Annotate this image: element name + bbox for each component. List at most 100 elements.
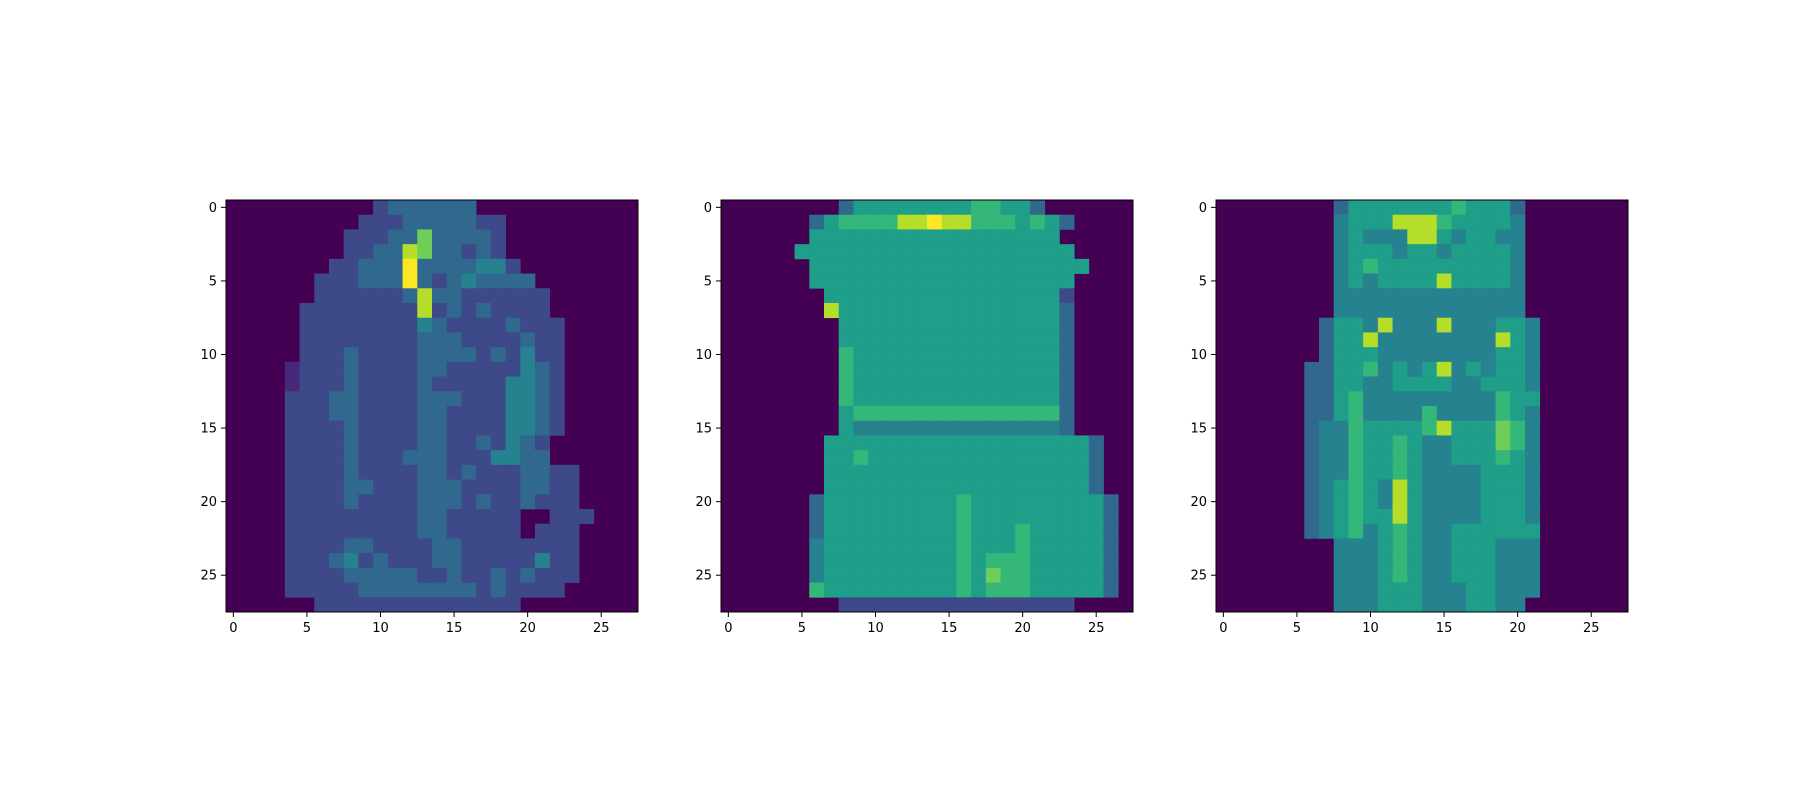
heatmap-cell xyxy=(1480,420,1496,436)
heatmap-cell xyxy=(1392,303,1408,319)
heatmap-cell xyxy=(1377,420,1393,436)
heatmap-cell xyxy=(432,258,448,274)
heatmap-cell xyxy=(1407,538,1423,554)
heatmap-cell xyxy=(971,406,987,422)
heatmap-cell xyxy=(1044,509,1060,525)
heatmap-cell xyxy=(897,303,913,319)
heatmap-cell xyxy=(927,523,943,539)
heatmap-cell xyxy=(476,538,492,554)
heatmap-cell xyxy=(373,435,389,451)
heatmap-cell xyxy=(535,303,551,319)
heatmap-cell xyxy=(343,450,359,466)
heatmap-cell xyxy=(927,361,943,377)
heatmap-cell xyxy=(284,391,300,407)
heatmap-cell xyxy=(1407,523,1423,539)
heatmap-cell xyxy=(1333,200,1349,216)
heatmap-cell xyxy=(1304,420,1320,436)
heatmap-cell xyxy=(882,523,898,539)
heatmap-cell xyxy=(505,450,521,466)
heatmap-cell xyxy=(971,288,987,304)
heatmap-cell xyxy=(476,553,492,569)
heatmap-cell xyxy=(314,376,330,392)
heatmap-cell xyxy=(1510,361,1526,377)
heatmap-cell xyxy=(912,200,928,216)
x-tick-label: 10 xyxy=(1362,621,1379,636)
heatmap-cell xyxy=(402,200,418,216)
heatmap-cell xyxy=(520,391,536,407)
heatmap-cell xyxy=(1495,523,1511,539)
heatmap-cell xyxy=(1377,494,1393,510)
y-tick-label: 0 xyxy=(704,201,712,216)
heatmap-cell xyxy=(1407,303,1423,319)
heatmap-cell xyxy=(1333,435,1349,451)
heatmap-cell xyxy=(985,464,1001,480)
heatmap-cell xyxy=(838,494,854,510)
heatmap-cell xyxy=(1044,406,1060,422)
heatmap-cell xyxy=(1377,273,1393,289)
heatmap-cell xyxy=(956,509,972,525)
heatmap-cell xyxy=(387,361,403,377)
heatmap-cell xyxy=(1000,273,1016,289)
heatmap-cell xyxy=(1436,214,1452,230)
heatmap-cell xyxy=(1495,361,1511,377)
heatmap-cell xyxy=(1422,509,1438,525)
heatmap-cell xyxy=(417,303,433,319)
heatmap-cell xyxy=(927,288,943,304)
heatmap-cell xyxy=(1059,523,1075,539)
heatmap-cell xyxy=(358,332,374,348)
heatmap-cell xyxy=(1480,450,1496,466)
x-tick-label: 20 xyxy=(519,621,536,636)
heatmap-cell xyxy=(461,464,477,480)
heatmap-cell xyxy=(985,347,1001,363)
heatmap-cell xyxy=(1466,303,1482,319)
heatmap-cell xyxy=(1304,435,1320,451)
heatmap-cell xyxy=(446,435,462,451)
heatmap-cell xyxy=(1392,450,1408,466)
heatmap-cells xyxy=(1216,200,1628,613)
heatmap-cell xyxy=(1466,538,1482,554)
heatmap-cell xyxy=(373,494,389,510)
heatmap-cell xyxy=(535,317,551,333)
heatmap-cell xyxy=(343,288,359,304)
heatmap-cell xyxy=(824,523,840,539)
heatmap-cell xyxy=(838,582,854,598)
heatmap-cell xyxy=(343,597,359,613)
y-tick-label: 25 xyxy=(695,569,712,584)
heatmap-cell xyxy=(1422,258,1438,274)
heatmap-cell xyxy=(1030,244,1046,260)
heatmap-cell xyxy=(1363,523,1379,539)
heatmap-cell xyxy=(358,523,374,539)
heatmap-cell xyxy=(1030,347,1046,363)
heatmap-cell xyxy=(1436,597,1452,613)
heatmap-cell xyxy=(1525,347,1541,363)
heatmap-cell xyxy=(1451,406,1467,422)
heatmap-cell xyxy=(897,288,913,304)
heatmap-cell xyxy=(373,244,389,260)
heatmap-cell xyxy=(1436,244,1452,260)
heatmap-cell xyxy=(417,567,433,583)
heatmap-cell xyxy=(1333,509,1349,525)
heatmap-cell xyxy=(1348,258,1364,274)
heatmap-cell xyxy=(1363,361,1379,377)
heatmap-cell xyxy=(461,406,477,422)
heatmap-cell xyxy=(1422,317,1438,333)
heatmap-cell xyxy=(373,273,389,289)
heatmap-cell xyxy=(1480,214,1496,230)
heatmap-cell xyxy=(1088,538,1104,554)
heatmap-cell xyxy=(1074,582,1090,598)
heatmap-cell xyxy=(1525,420,1541,436)
heatmap-cell xyxy=(1480,347,1496,363)
heatmap-cell xyxy=(1304,509,1320,525)
heatmap-cell xyxy=(1363,597,1379,613)
heatmap-cell xyxy=(927,553,943,569)
heatmap-cell xyxy=(1392,553,1408,569)
heatmap-cell xyxy=(1407,361,1423,377)
heatmap-cell xyxy=(549,420,565,436)
heatmap-cell xyxy=(1466,553,1482,569)
heatmap-cell xyxy=(446,244,462,260)
heatmap-cell xyxy=(1422,420,1438,436)
heatmap-cell xyxy=(299,494,315,510)
heatmap-cell xyxy=(490,582,506,598)
heatmap-cell xyxy=(358,597,374,613)
heatmap-cell xyxy=(387,597,403,613)
